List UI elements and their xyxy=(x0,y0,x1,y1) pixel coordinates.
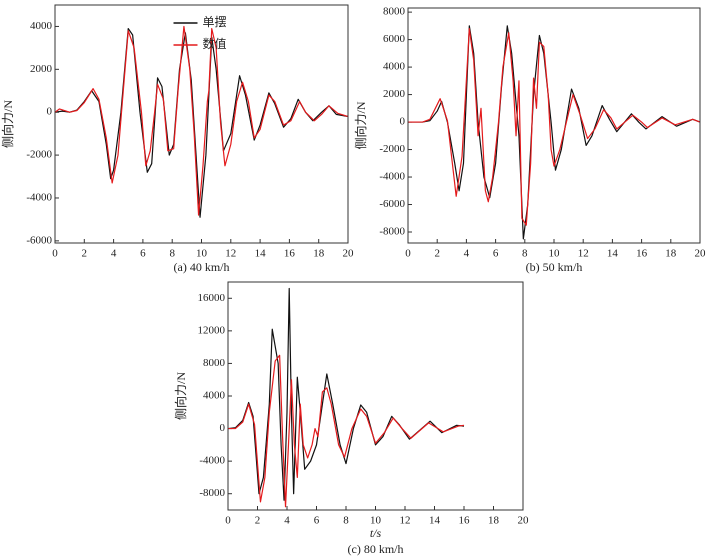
y-tick-label: -2000 xyxy=(379,143,405,155)
y-tick-label: 8000 xyxy=(203,357,226,369)
y-axis-label: 侧向力/N xyxy=(173,372,188,420)
x-tick-label: 8 xyxy=(169,248,175,260)
x-tick-label: 12 xyxy=(400,515,411,527)
subplot: -8000 -4000 0 4000 8000 12000 16000 0 2 4 6 8 10 12 14… xyxy=(173,281,530,556)
y-tick-label: -6000 xyxy=(26,234,52,246)
plot-area xyxy=(408,25,700,240)
y-tick-label: -6000 xyxy=(379,198,405,210)
y-tick-label: 2000 xyxy=(30,63,53,75)
y-tick-label: -4000 xyxy=(379,171,405,183)
y-tick-label: -4000 xyxy=(199,455,225,467)
x-tick-label: 0 xyxy=(405,248,411,260)
x-tick-label: 18 xyxy=(488,515,500,527)
x-tick-label: 4 xyxy=(464,248,470,260)
x-tick-label: 18 xyxy=(665,248,677,260)
y-tick-label: -2000 xyxy=(26,149,52,161)
x-tick-label: 4 xyxy=(111,248,117,260)
x-tick-label: 12 xyxy=(225,248,236,260)
series-line xyxy=(408,25,700,240)
y-tick-label: 0 xyxy=(400,116,406,128)
y-axis-label: 侧向力/N xyxy=(0,100,15,148)
legend-label: 数值 xyxy=(203,36,227,51)
x-tick-label: 8 xyxy=(522,248,528,260)
x-tick-label: 2 xyxy=(434,248,440,260)
x-tick-label: 4 xyxy=(284,515,290,527)
y-tick-label: 0 xyxy=(47,106,53,118)
series-line xyxy=(228,287,465,501)
y-axis-label: 侧向力/N xyxy=(353,101,368,149)
x-tick-label: 12 xyxy=(578,248,589,260)
y-tick-label: -4000 xyxy=(26,192,52,204)
x-tick-label: 10 xyxy=(196,248,208,260)
y-tick-label: 8000 xyxy=(383,6,406,18)
series-line xyxy=(55,25,348,216)
x-axis-label: t/s xyxy=(370,526,382,540)
x-tick-label: 16 xyxy=(636,248,648,260)
y-tick-label: 4000 xyxy=(383,61,406,73)
plot-area xyxy=(55,25,348,218)
y-tick-label: 0 xyxy=(220,422,226,434)
series-line xyxy=(228,354,465,508)
y-tick-label: 16000 xyxy=(198,292,226,304)
caption: (b) 50 km/h xyxy=(526,260,583,274)
plot-area xyxy=(228,287,465,508)
legend-label: 单摆 xyxy=(203,15,227,29)
y-tick-label: -8000 xyxy=(199,487,225,499)
y-tick-label: 6000 xyxy=(383,33,406,45)
caption: (c) 80 km/h xyxy=(348,542,404,556)
x-tick-label: 8 xyxy=(343,515,349,527)
y-tick-label: 4000 xyxy=(30,20,53,32)
subplot: -8000 -6000 -4000 -2000 0 2000 4000 6000 8000 0 2 4… xyxy=(353,6,706,274)
y-tick-label: 4000 xyxy=(203,390,226,402)
x-tick-label: 0 xyxy=(52,248,58,260)
series-line xyxy=(408,28,700,226)
x-tick-label: 14 xyxy=(607,248,619,260)
x-tick-label: 16 xyxy=(459,515,471,527)
y-tick-label: 12000 xyxy=(198,324,226,336)
y-tick-label: 2000 xyxy=(383,88,406,100)
x-tick-label: 14 xyxy=(255,248,267,260)
x-tick-label: 2 xyxy=(255,515,261,527)
x-tick-label: 20 xyxy=(695,248,707,260)
plot-frame xyxy=(54,4,349,244)
caption: (a) 40 km/h xyxy=(174,260,230,274)
plot-frame xyxy=(227,281,524,511)
x-tick-label: 18 xyxy=(313,248,325,260)
x-tick-label: 16 xyxy=(284,248,296,260)
x-tick-label: 10 xyxy=(549,248,561,260)
x-tick-label: 0 xyxy=(225,515,231,527)
x-tick-label: 20 xyxy=(518,515,530,527)
subplot: -6000 -4000 -2000 0 2000 4000 0 2 4 6 8 10 12 14 16 18 2… xyxy=(0,4,355,274)
x-tick-label: 6 xyxy=(493,248,499,260)
x-tick-label: 10 xyxy=(370,515,382,527)
x-tick-label: 14 xyxy=(429,515,441,527)
x-tick-label: 6 xyxy=(140,248,146,260)
plot-frame xyxy=(407,7,701,244)
x-tick-label: 20 xyxy=(343,248,355,260)
x-tick-label: 2 xyxy=(82,248,88,260)
x-tick-label: 6 xyxy=(314,515,320,527)
y-tick-label: -8000 xyxy=(379,226,405,238)
